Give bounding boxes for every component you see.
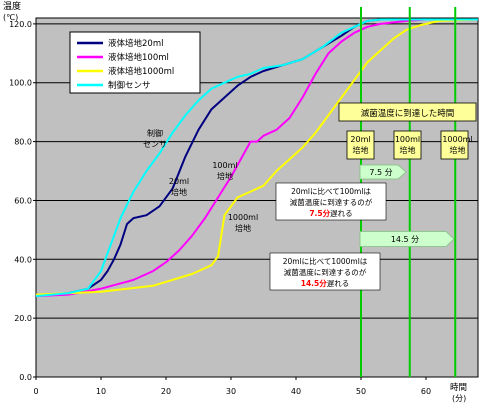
note-1000ml-tail: 遅れる: [327, 279, 350, 288]
note-100ml-tail: 遅れる: [330, 209, 353, 218]
note-1000ml-highlight: 14.5分: [301, 278, 328, 288]
legend-label-4: 制御センサ: [108, 80, 151, 91]
reach-box-label-3: 1000ml 培地: [442, 135, 472, 155]
note-100ml-box: [275, 182, 387, 221]
reach-box-label-1-line: 20ml: [350, 135, 370, 144]
y-tick-label: 20.0: [14, 314, 32, 323]
y-tick-label: 80.0: [14, 138, 32, 147]
note-1000ml-line1: 20mlに比べて1000mlは: [283, 256, 368, 266]
label-100ml: 100ml 培地: [212, 161, 237, 181]
x-axis-title: 時間: [450, 383, 467, 393]
reach-box-2: [393, 130, 422, 160]
note-1000ml-box: [269, 252, 381, 291]
arrow-7-5-shape: [359, 164, 407, 180]
arrow-14-5-shape: [359, 231, 455, 247]
note-100ml-line3: 7.5分遅れる: [309, 208, 352, 218]
x-tick-label: 50: [356, 387, 366, 396]
series-line-2: [35, 18, 478, 298]
label-sensor-line: 制御: [147, 128, 163, 138]
x-tick-label: 10: [96, 387, 106, 396]
reach-box-label-1-line: 培地: [353, 145, 369, 155]
series-line-3: [35, 18, 479, 296]
note-100ml-highlight: 7.5分: [309, 208, 330, 218]
note-100ml-line1: 20mlに比べて100mlは: [291, 186, 371, 196]
x-tick-label: 0: [33, 387, 38, 396]
label-1000ml: 1000ml 培地: [228, 213, 258, 233]
label-1000ml-line: 培地: [235, 223, 251, 233]
reach-box-label-2-line: 培地: [400, 145, 416, 155]
note-100ml-line2: 滅菌温度に到達するのが: [290, 197, 373, 207]
label-20ml: 20ml 培地: [169, 177, 189, 197]
x-tick-label: 20: [161, 387, 171, 396]
label-1000ml-line: 1000ml: [228, 213, 258, 222]
reach-box-label-3-line: 1000ml: [442, 135, 472, 144]
y-tick-label: 0.0: [19, 373, 32, 382]
label-sensor-line: センサ: [143, 140, 167, 149]
legend-label-2: 液体培地100ml: [108, 52, 169, 63]
y-tick-label: 100.0: [9, 79, 32, 88]
reach-box-label-1: 20ml 培地: [350, 135, 370, 155]
label-100ml-line: 100ml: [212, 161, 237, 170]
x-tick-label: 30: [226, 387, 236, 396]
reach-box-1: [346, 130, 375, 160]
arrow-7-5-label: 7.5 分: [369, 168, 392, 177]
x-tick-label: 60: [421, 387, 431, 396]
y-axis-unit: (℃): [3, 13, 18, 22]
label-sensor: 制御センサ: [143, 128, 167, 149]
reach-box-3: [440, 130, 469, 160]
reach-box-label-2-line: 100ml: [395, 135, 420, 144]
label-100ml-line: 培地: [217, 171, 233, 181]
x-tick-label: 40: [291, 387, 301, 396]
legend-label-3: 液体培地1000ml: [108, 66, 174, 77]
y-tick-label: 40.0: [14, 255, 32, 264]
y-axis-title: 温度: [3, 0, 21, 12]
reach-box-label-2: 100ml 培地: [395, 135, 420, 155]
arrow-14-5-label: 14.5 分: [391, 235, 419, 244]
x-axis-unit: (分): [452, 394, 466, 403]
label-20ml-line: 20ml: [169, 177, 189, 186]
reach-box-label-3-line: 培地: [450, 145, 466, 155]
y-tick-label: 120.0: [9, 20, 32, 29]
sterilization-title: 滅菌温度に到達した時間: [361, 108, 455, 119]
label-20ml-line: 培地: [171, 187, 187, 197]
legend-label-1: 液体培地20ml: [108, 38, 163, 49]
y-tick-label: 60.0: [14, 196, 32, 205]
sterilization-title-box: [338, 102, 477, 122]
note-1000ml-line3: 14.5分遅れる: [301, 278, 350, 288]
note-1000ml-line2: 滅菌温度に到達するのが: [284, 267, 367, 277]
